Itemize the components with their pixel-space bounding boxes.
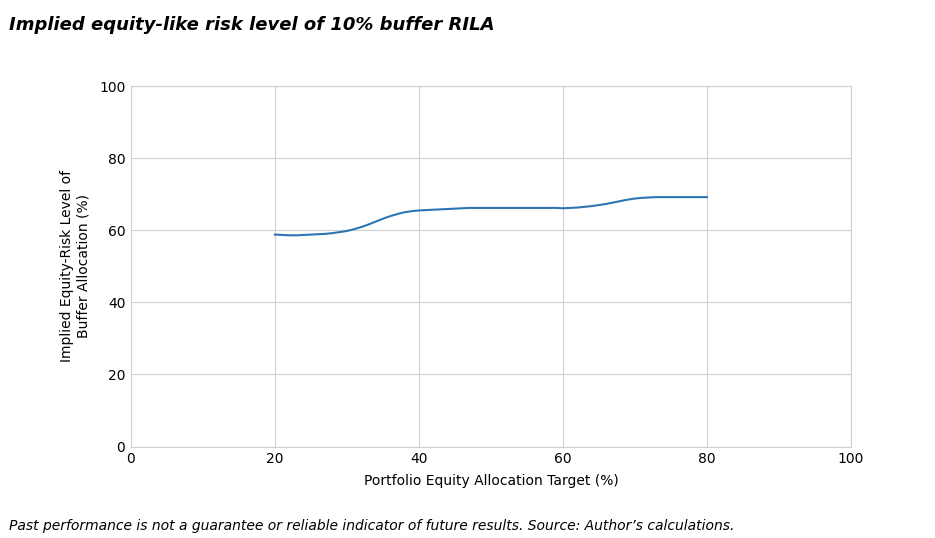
Y-axis label: Implied Equity-Risk Level of
Buffer Allocation (%): Implied Equity-Risk Level of Buffer Allo… bbox=[61, 170, 91, 363]
Text: Implied equity-like risk level of 10% buffer RILA: Implied equity-like risk level of 10% bu… bbox=[9, 16, 495, 34]
Text: Past performance is not a guarantee or reliable indicator of future results. Sou: Past performance is not a guarantee or r… bbox=[9, 519, 735, 533]
X-axis label: Portfolio Equity Allocation Target (%): Portfolio Equity Allocation Target (%) bbox=[364, 475, 618, 489]
